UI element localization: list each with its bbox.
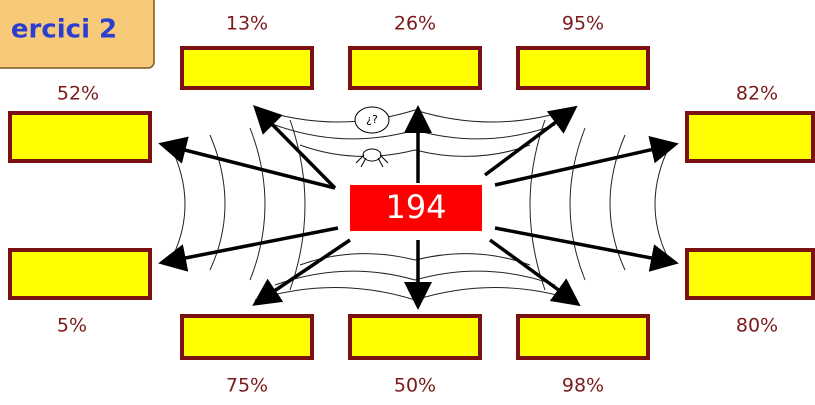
percent-label: 95% xyxy=(562,13,604,35)
percent-label: 75% xyxy=(226,375,268,397)
percent-label: 52% xyxy=(57,83,99,105)
answer-box[interactable] xyxy=(10,113,150,161)
percent-label: 98% xyxy=(562,375,604,397)
percent-label: 26% xyxy=(394,13,436,35)
svg-text:¿?: ¿? xyxy=(366,113,378,126)
percent-label: 50% xyxy=(394,375,436,397)
percent-label: 82% xyxy=(736,83,778,105)
percent-label: 5% xyxy=(57,315,87,337)
answer-box[interactable] xyxy=(518,48,648,88)
answer-box[interactable] xyxy=(10,250,150,298)
answer-box[interactable] xyxy=(687,113,813,161)
answer-box[interactable] xyxy=(350,316,480,358)
answer-box[interactable] xyxy=(182,48,312,88)
answer-box[interactable] xyxy=(350,48,480,88)
answer-box[interactable] xyxy=(518,316,648,358)
center-number: 194 xyxy=(385,188,446,226)
worksheet: ercici 2 ¿? 194 xyxy=(0,0,815,405)
answer-box[interactable] xyxy=(687,250,813,298)
percent-label: 80% xyxy=(736,315,778,337)
diagram: ercici 2 ¿? 194 xyxy=(0,0,815,405)
answer-box[interactable] xyxy=(182,316,312,358)
percent-label: 13% xyxy=(226,13,268,35)
title: ercici 2 xyxy=(11,15,117,45)
